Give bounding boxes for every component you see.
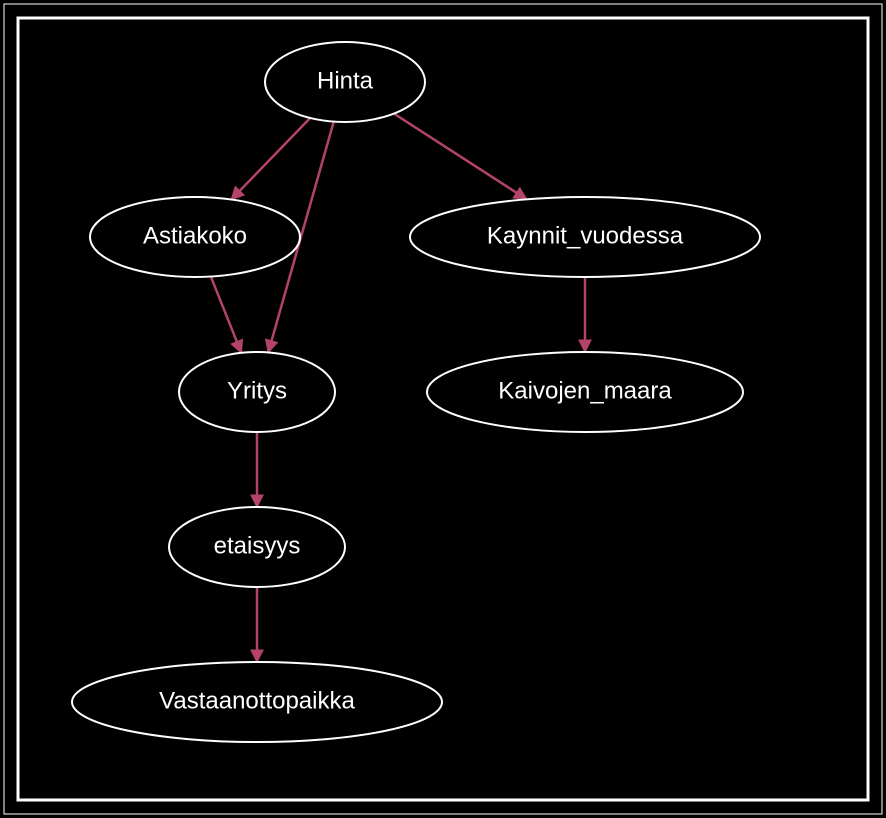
- node-label: etaisyys: [214, 532, 301, 559]
- node-label: Kaynnit_vuodessa: [487, 222, 684, 249]
- diagram-canvas: Hinta Astiakoko Kaynnit_vuodessa Yritys Kaiv…: [0, 0, 886, 818]
- node-label: Yritys: [227, 377, 287, 404]
- node-label: Hinta: [317, 67, 374, 94]
- node-label: Kaivojen_maara: [498, 377, 672, 404]
- node-label: Astiakoko: [143, 222, 247, 249]
- node-label: Vastaanottopaikka: [159, 687, 355, 714]
